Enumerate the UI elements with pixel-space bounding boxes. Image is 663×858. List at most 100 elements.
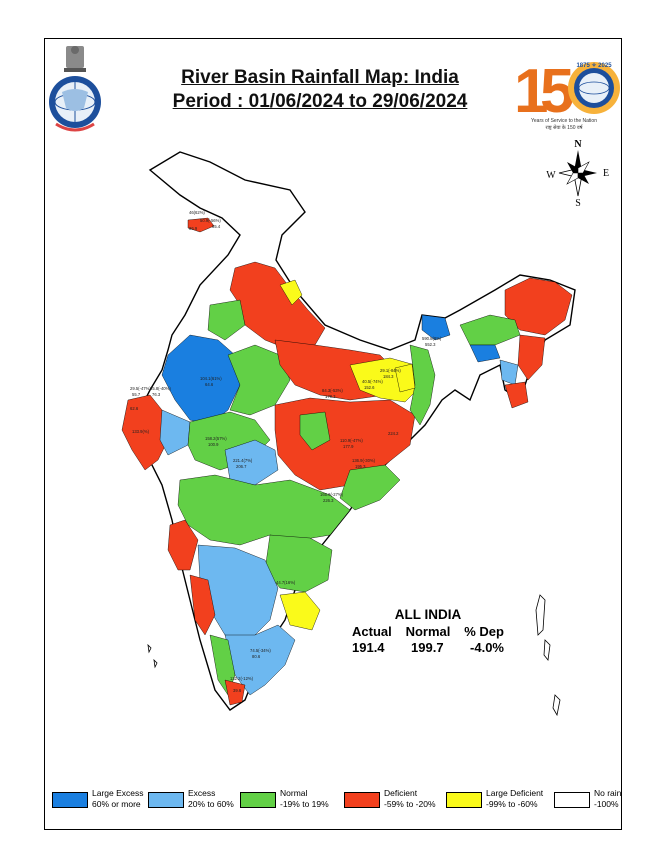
legend-label: Normal: [280, 788, 308, 798]
label-bihar-4: 152.6: [364, 385, 375, 390]
compass-rose-icon: N S W E: [546, 139, 609, 208]
legend-range: -59% to -20%: [384, 799, 436, 809]
label-rajasthan-2: 64.6: [205, 382, 214, 387]
map-title: River Basin Rainfall Map: India Period :…: [150, 66, 490, 114]
legend-range: -100%: [594, 799, 619, 809]
basin-punjab: [207, 299, 246, 341]
legend-range: 60% or more: [92, 799, 141, 809]
basin-chhattisgarh: [299, 411, 331, 451]
map-legend: Large Excess 60% or more Excess 20% to 6…: [48, 788, 622, 828]
val-dep: -4.0%: [470, 640, 504, 655]
legend-range: -99% to -60%: [486, 799, 538, 809]
legend-label: Large Excess: [92, 788, 144, 798]
map-frame: [44, 38, 622, 830]
label-east-4: 195.3: [355, 464, 366, 469]
legend-swatch: [52, 792, 88, 808]
label-ladakh-2: 85.4: [212, 224, 221, 229]
legend-swatch: [344, 792, 380, 808]
legend-range: 20% to 60%: [188, 799, 234, 809]
basin-uttarakhand: [279, 279, 303, 306]
label-mp-1: 158.2(57%): [205, 436, 227, 441]
imd-globe-icon: [49, 76, 101, 132]
basin-maharashtra: [177, 474, 351, 546]
basin-tamil-nadu: [224, 624, 296, 696]
logo-tagline: Years of Service to the Nation: [531, 118, 597, 124]
label-up-1: 84.3(-53%): [322, 388, 343, 393]
basin-ne-meghalaya: [469, 344, 501, 363]
legend-label: Deficient: [384, 788, 418, 798]
legend-swatch: [148, 792, 184, 808]
compass-n: N: [574, 139, 582, 150]
all-india-heading: ALL INDIA: [394, 607, 462, 622]
label-mp-2: 100.9: [208, 442, 219, 447]
basin-sikkim: [394, 363, 416, 393]
lakshadweep-islands: [147, 643, 158, 669]
label-gujarat-3: 45.8(-40%): [150, 386, 171, 391]
label-ladakh-3: 50.9(-56%): [200, 218, 221, 223]
logo-150-graphic: 1 5 1875 ✧ 2025: [514, 57, 620, 126]
label-south-2: 74.5(-34%): [250, 648, 271, 653]
basin-ne-manipur: [517, 334, 546, 381]
basin-karnataka-coast: [189, 574, 216, 636]
imd-emblem-logo: [49, 46, 101, 132]
label-mp-4: 206.7: [236, 464, 247, 469]
label-ladakh-4: 86.9: [189, 226, 198, 231]
logo-digit-1: 1: [514, 57, 548, 118]
label-east-3: 136.9(-30%): [352, 458, 376, 463]
all-india-summary: ALL INDIA Actual Normal % Dep 191.4 199.…: [348, 607, 508, 656]
label-south-3: 80.6: [252, 654, 261, 659]
label-gujarat-2: 55.7: [132, 392, 141, 397]
basin-konkan: [167, 519, 199, 571]
label-east-5: 165.6(-27%): [320, 492, 344, 497]
compass-s: S: [575, 198, 581, 208]
basin-gujarat: [121, 394, 169, 471]
imd-150-years-logo: 1 5 1875 ✧ 2025 Years of Service to the …: [512, 52, 622, 138]
col-normal: Normal: [405, 624, 451, 639]
legend-label: No rain: [594, 788, 622, 798]
legend-swatch: [554, 792, 590, 808]
basin-andhra: [279, 591, 321, 631]
label-east-2: 177.9: [343, 444, 354, 449]
basin-rajasthan: [161, 334, 241, 426]
label-bihar-3: 40.5(-74%): [362, 379, 383, 384]
label-south-1: 44.7(16%): [276, 580, 296, 585]
legend-swatch: [240, 792, 276, 808]
label-bihar-1: 29.1(-84%): [380, 368, 401, 373]
label-gujarat-6: 133.9(%): [132, 429, 150, 434]
compass-e: E: [603, 168, 609, 179]
legend-range: -19% to 19%: [280, 799, 329, 809]
compass-w: W: [546, 170, 556, 181]
col-actual: Actual: [352, 624, 392, 639]
col-dep: % Dep: [464, 624, 504, 639]
label-ladakh-1: 46(62%): [189, 210, 205, 215]
basin-gujarat-coast: [159, 409, 191, 456]
label-ne-2: 552.3: [425, 342, 436, 347]
label-gujarat-5: 62.6: [130, 406, 139, 411]
label-east-6: 226.3: [323, 498, 334, 503]
legend-label: Excess: [188, 788, 216, 798]
basin-south-tip: [224, 679, 246, 706]
basin-ne-south: [504, 381, 529, 409]
all-india-columns: Actual Normal % Dep: [348, 624, 508, 640]
basin-odisha: [339, 464, 401, 511]
legend-swatch: [446, 792, 482, 808]
label-gujarat-4: 76.3: [152, 392, 161, 397]
all-india-values: 191.4 199.7 -4.0%: [348, 640, 508, 656]
basin-ne-west: [421, 314, 451, 341]
logo-tagline-hindi: राष्ट्र सेवा के 150 वर्ष: [545, 125, 583, 131]
india-river-basin-map: 46(62%) 85.4 50.9(-56%) 86.9 104.1(61%) …: [121, 151, 576, 717]
val-normal: 199.7: [411, 640, 444, 655]
label-gujarat-1: 29.5(-47%): [130, 386, 151, 391]
andaman-islands: [535, 594, 561, 717]
legend-label: Large Deficient: [486, 788, 544, 798]
label-up-2: 178.3: [325, 394, 336, 399]
label-south-4: 132.2(-12%): [230, 676, 254, 681]
label-rajasthan-1: 104.1(61%): [200, 376, 222, 381]
label-bihar-2: 184.3: [383, 374, 394, 379]
basin-ladakh: [187, 217, 215, 233]
basin-west-bengal: [409, 344, 436, 426]
label-mp-3: 221.4(7%): [233, 458, 253, 463]
label-wb-1: 224.2: [388, 431, 399, 436]
label-east-1: 110.9(-47%): [340, 438, 363, 443]
svg-text:1875 ✧ 2025: 1875 ✧ 2025: [576, 62, 612, 69]
